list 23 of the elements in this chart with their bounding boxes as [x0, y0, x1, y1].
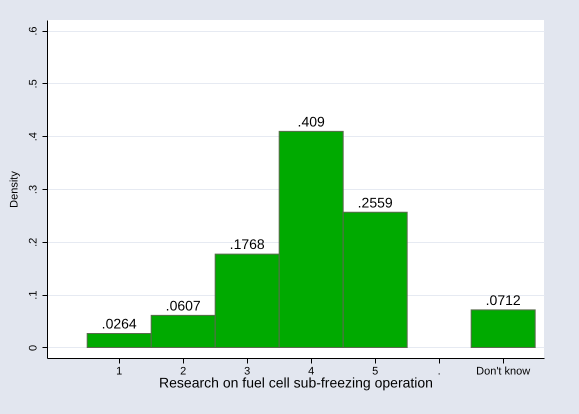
- y-tick-label: .2: [28, 238, 40, 247]
- x-axis-title: Research on fuel cell sub-freezing operation: [159, 374, 433, 390]
- x-tick-label: 5: [372, 366, 378, 378]
- y-axis-title: Density: [8, 170, 20, 208]
- y-tick-label: .4: [28, 132, 40, 142]
- x-tick-label: 4: [308, 366, 314, 378]
- x-tick-label: 2: [180, 366, 186, 378]
- data-label: .0264: [102, 315, 137, 332]
- bar: [470, 309, 536, 348]
- y-tick-label: .3: [28, 184, 40, 194]
- x-tick-label: 1: [116, 366, 122, 378]
- x-tick-label: 3: [244, 366, 250, 378]
- data-label: .1768: [230, 236, 265, 252]
- y-tick-label: .5: [28, 79, 40, 88]
- data-label: .0607: [166, 297, 201, 314]
- x-tick-label: .: [438, 366, 441, 378]
- y-tick-label: .6: [28, 26, 40, 36]
- data-label: .2559: [358, 194, 393, 210]
- y-tick-label: 0: [28, 344, 40, 351]
- x-tick-label: Don't know: [476, 366, 530, 378]
- data-label: .409: [298, 113, 326, 130]
- y-tick-label: .1: [28, 290, 40, 300]
- data-label: .0712: [486, 292, 521, 308]
